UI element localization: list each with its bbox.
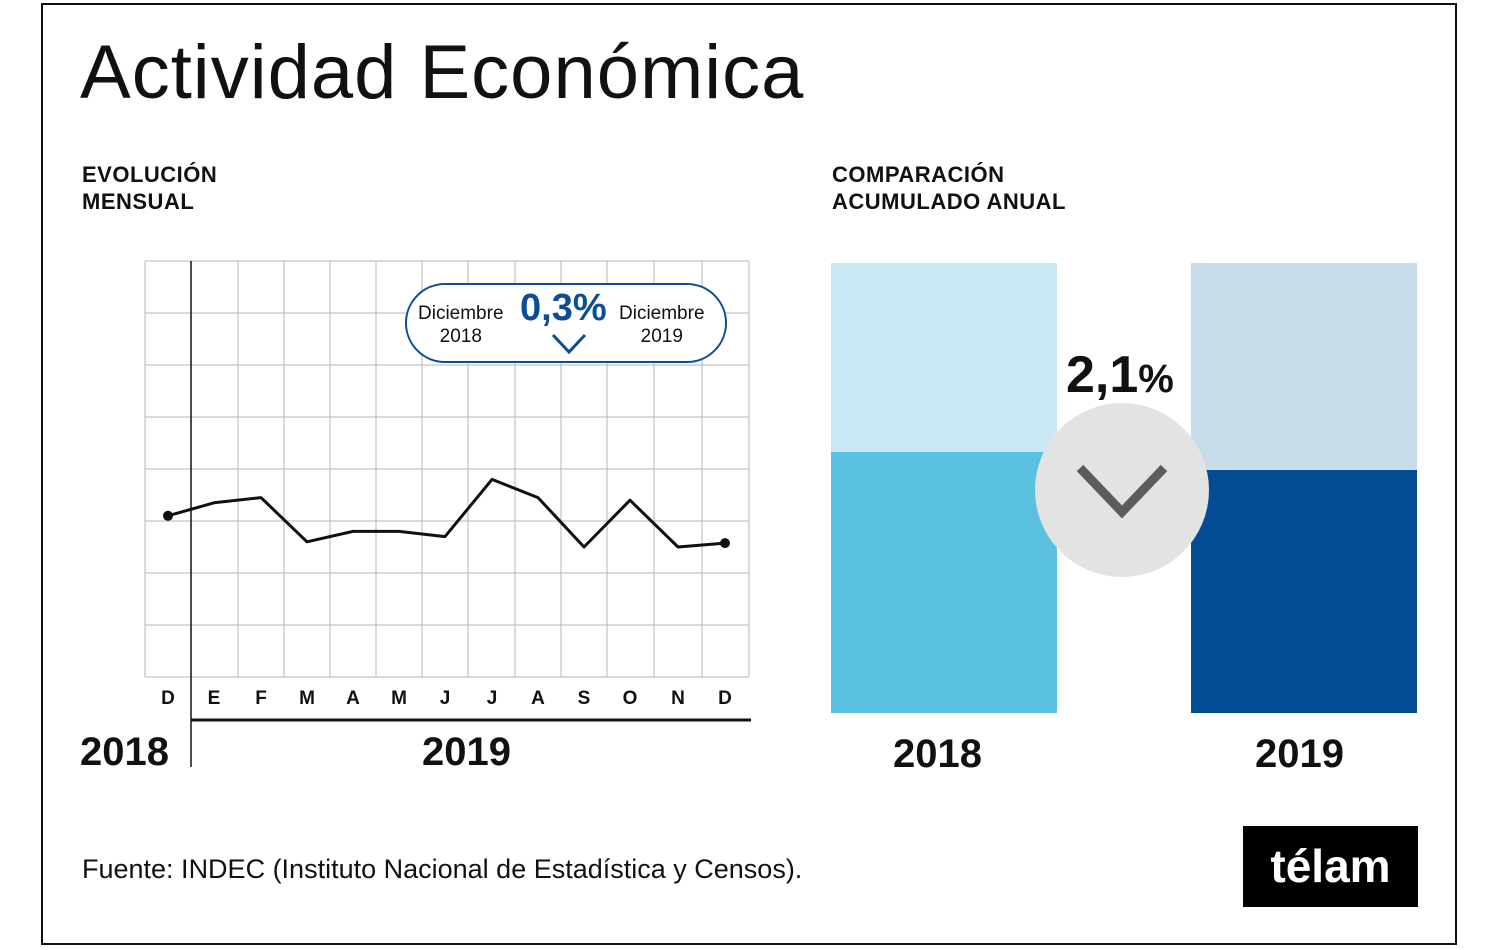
- callout-from-month: Diciembre: [418, 303, 504, 324]
- chevron-down-icon: [1076, 464, 1168, 519]
- left-subtitle-line1: EVOLUCIÓN: [82, 162, 218, 187]
- page-title: Actividad Económica: [80, 30, 805, 115]
- month-tick-label: J: [486, 688, 498, 709]
- line-chart-series: [163, 477, 730, 549]
- callout-from-year: 2018: [439, 326, 482, 347]
- month-tick-label: A: [346, 688, 360, 709]
- callout-pill: [405, 283, 727, 363]
- month-tick-label: N: [671, 688, 685, 709]
- left-subtitle: EVOLUCIÓN MENSUAL: [82, 161, 217, 215]
- stacked-bar-chart: [831, 263, 1417, 713]
- right-subtitle: COMPARACIÓN ACUMULADO ANUAL: [832, 161, 1066, 215]
- bar-top-2019: [1191, 263, 1417, 470]
- callout-to-month: Diciembre: [619, 303, 705, 324]
- callout-value: 0,3%: [520, 287, 607, 329]
- year-label-2018: 2018: [80, 730, 169, 774]
- right-subtitle-line2: ACUMULADO ANUAL: [832, 189, 1066, 214]
- month-tick-label: E: [207, 688, 221, 709]
- month-tick-label: M: [299, 688, 315, 709]
- bar-label-2019: 2019: [1255, 732, 1344, 776]
- annual-change-unit: %: [1138, 357, 1174, 401]
- callout-to: Diciembre 2019: [619, 302, 705, 348]
- start-point: [163, 510, 173, 521]
- month-tick-label: J: [439, 688, 451, 709]
- year-label-2019: 2019: [422, 730, 511, 774]
- callout-to-year: 2019: [640, 326, 683, 347]
- change-circle: [1035, 403, 1209, 577]
- chevron-down-icon: [551, 333, 587, 355]
- bar-top-2018: [831, 263, 1057, 452]
- bar-bottom-2018: [831, 452, 1057, 713]
- bar-bottom-2019: [1191, 470, 1417, 713]
- telam-logo: télam: [1243, 826, 1418, 907]
- callout-pill-outline: [405, 283, 727, 363]
- bar-label-2018: 2018: [893, 732, 982, 776]
- callout-from: Diciembre 2018: [418, 302, 504, 348]
- change-badge: [1035, 403, 1209, 577]
- month-tick-label: M: [391, 688, 407, 709]
- source-note: Fuente: INDEC (Instituto Nacional de Est…: [82, 854, 803, 884]
- end-point: [720, 538, 730, 549]
- month-tick-label: A: [531, 688, 545, 709]
- annual-change-number: 2,1: [1066, 346, 1139, 404]
- annual-change-value: 2,1%: [1066, 345, 1174, 409]
- month-tick-label: D: [718, 688, 732, 709]
- left-subtitle-line2: MENSUAL: [82, 189, 195, 214]
- right-subtitle-line1: COMPARACIÓN: [832, 162, 1005, 187]
- month-tick-label: O: [622, 688, 638, 709]
- activity-line: [167, 477, 726, 549]
- month-tick-label: S: [577, 688, 591, 709]
- month-tick-label: F: [255, 688, 267, 709]
- month-tick-label: D: [161, 688, 175, 709]
